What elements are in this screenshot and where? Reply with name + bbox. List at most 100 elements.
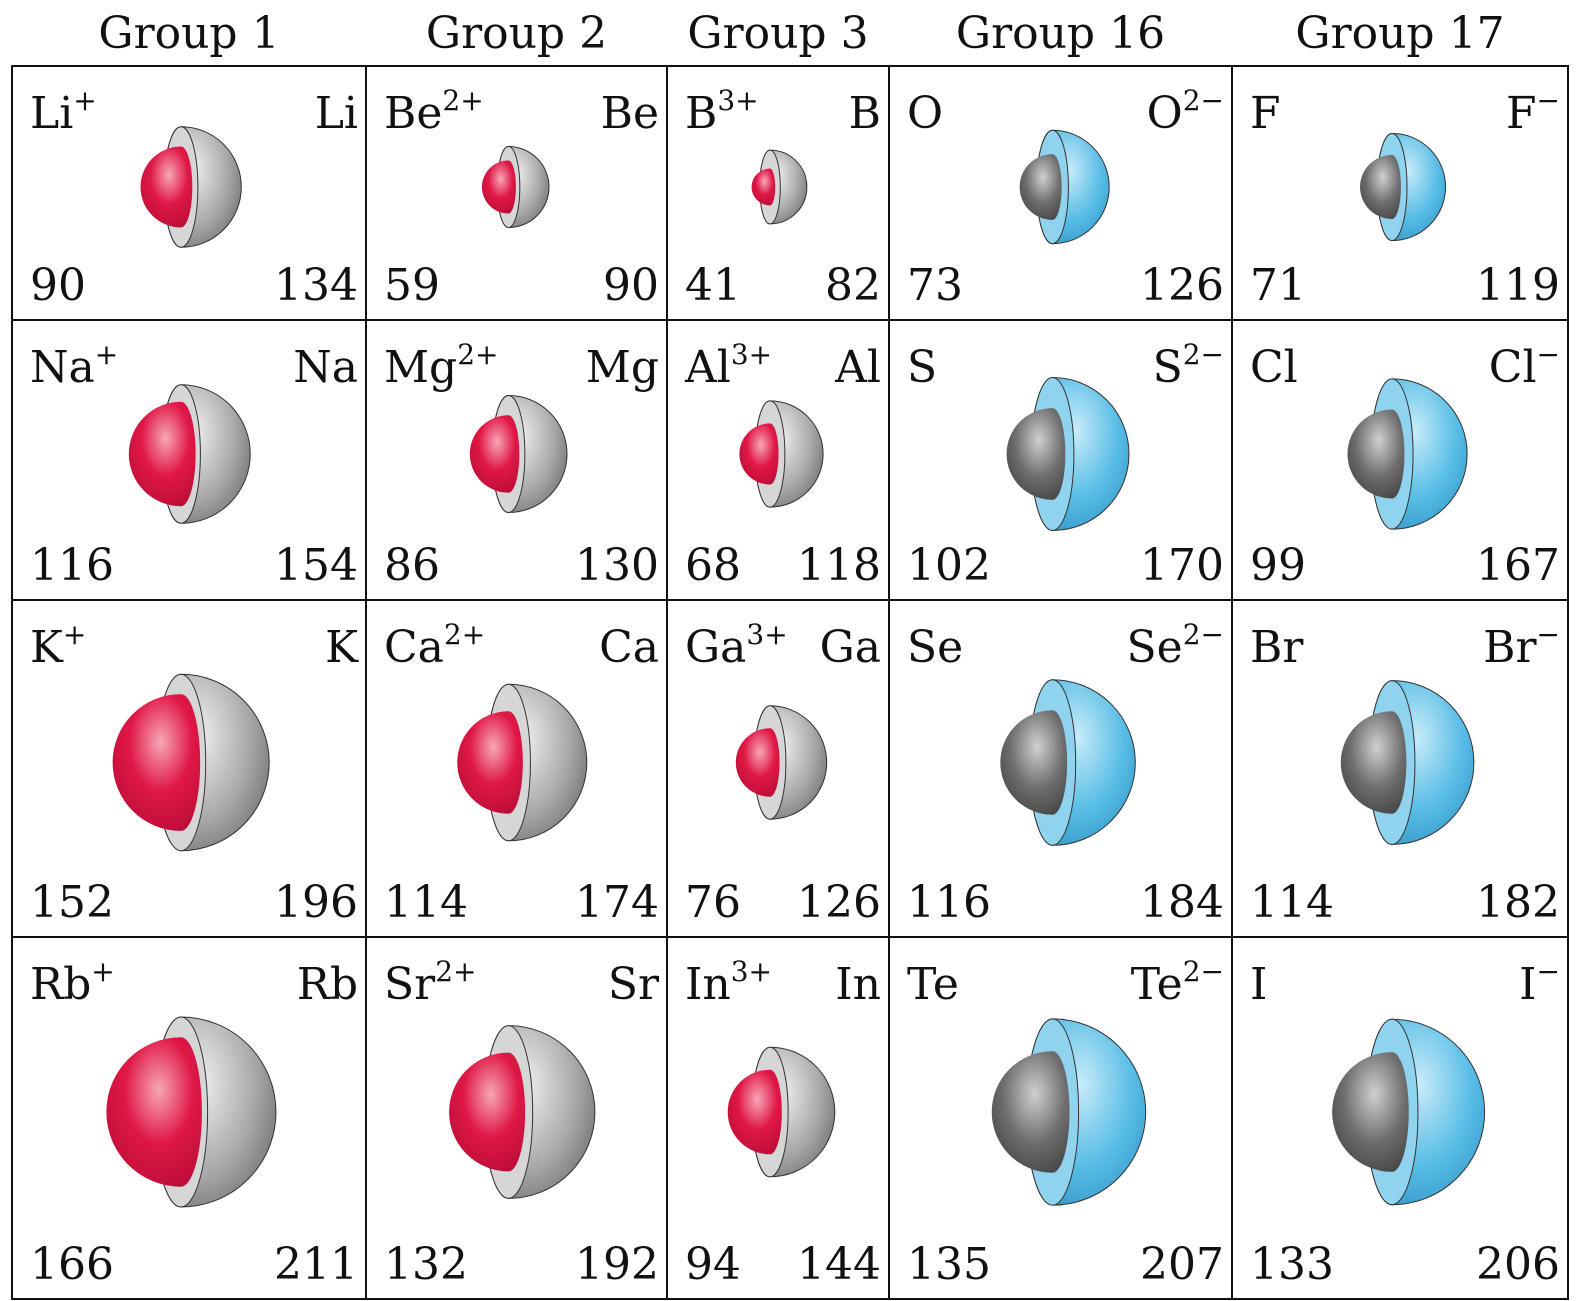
ion-sphere	[482, 160, 516, 213]
left-radius: 166	[30, 1239, 114, 1290]
left-radius: 135	[907, 1239, 991, 1290]
right-symbol: Br−	[1483, 618, 1560, 673]
symbol: I	[1250, 959, 1267, 1010]
symbol: Al	[684, 342, 731, 393]
symbol: S	[907, 342, 937, 393]
right-symbol: In	[835, 959, 881, 1010]
right-symbol: Mg	[586, 342, 659, 393]
group-header: Group 16	[956, 8, 1165, 59]
left-radius: 152	[30, 877, 114, 928]
left-radius: 116	[907, 877, 991, 928]
ion-sphere	[457, 711, 523, 814]
symbol: B	[849, 88, 881, 139]
charge: 2−	[1183, 338, 1224, 371]
symbol: Li	[315, 88, 358, 139]
charge: 3+	[731, 338, 772, 371]
ion-sphere	[113, 694, 201, 831]
right-symbol: S2−	[1153, 338, 1224, 393]
ion-sphere	[739, 423, 778, 484]
charge: −	[1537, 84, 1560, 117]
symbol: Br	[1250, 622, 1304, 673]
charge: −	[1537, 338, 1560, 371]
charge: 2+	[442, 84, 483, 117]
symbol: Sr	[384, 959, 436, 1010]
charge: +	[63, 618, 86, 651]
left-symbol: F	[1250, 88, 1281, 139]
charge: 2−	[1183, 84, 1224, 117]
symbol: Rb	[297, 959, 358, 1010]
symbol: Se	[1127, 622, 1183, 673]
symbol: In	[685, 959, 731, 1010]
left-symbol: B3+	[685, 84, 759, 139]
left-symbol: Br	[1250, 622, 1304, 673]
charge: 3+	[746, 618, 787, 651]
ion-sphere	[449, 1053, 525, 1172]
atom-sphere	[992, 1051, 1070, 1173]
group-header: Group 2	[426, 8, 607, 59]
atom-sphere	[1332, 1052, 1409, 1172]
charge: 3+	[717, 84, 758, 117]
left-radius: 90	[30, 260, 86, 311]
left-radius: 59	[384, 260, 440, 311]
charge: 2+	[444, 618, 485, 651]
symbol: Ca	[384, 622, 444, 673]
symbol: Te	[1131, 959, 1183, 1010]
symbol: Rb	[30, 959, 91, 1010]
right-symbol: Li	[315, 88, 358, 139]
right-radius: 196	[274, 877, 358, 928]
left-radius: 76	[685, 877, 741, 928]
left-symbol: Mg2+	[384, 338, 499, 393]
right-radius: 170	[1140, 540, 1224, 591]
left-symbol: Te	[907, 959, 959, 1010]
symbol: Li	[30, 88, 73, 139]
right-radius: 174	[575, 877, 659, 928]
right-symbol: Te2−	[1131, 955, 1224, 1010]
right-symbol: F−	[1506, 84, 1560, 139]
right-radius: 182	[1476, 877, 1560, 928]
right-symbol: Be	[601, 88, 659, 139]
right-symbol: K	[325, 622, 359, 673]
symbol: S	[1153, 342, 1183, 393]
left-symbol: S	[907, 342, 937, 393]
left-symbol: Na+	[30, 338, 118, 393]
symbol: In	[835, 959, 881, 1010]
right-radius: 144	[797, 1239, 881, 1290]
left-radius: 99	[1250, 540, 1306, 591]
symbol: O	[907, 88, 943, 139]
symbol: Al	[834, 342, 881, 393]
charge: 2+	[435, 955, 476, 988]
left-radius: 102	[907, 540, 991, 591]
symbol: Cl	[1489, 342, 1537, 393]
radii-diagram: Group 1Group 2Group 3Group 16Group 17Li+…	[0, 0, 1576, 1301]
charge: +	[73, 84, 96, 117]
right-symbol: Ga	[820, 622, 881, 673]
ion-sphere	[736, 728, 780, 796]
symbol: B	[685, 88, 717, 139]
right-radius: 126	[797, 877, 881, 928]
atom-sphere	[1020, 154, 1062, 220]
left-symbol: Li+	[30, 84, 97, 139]
symbol: Ca	[599, 622, 659, 673]
right-radius: 119	[1476, 260, 1560, 311]
ion-sphere	[752, 169, 776, 206]
right-symbol: Cl−	[1489, 338, 1560, 393]
charge: 2−	[1183, 955, 1224, 988]
right-radius: 184	[1140, 877, 1224, 928]
left-radius: 73	[907, 260, 963, 311]
right-symbol: Sr	[608, 959, 660, 1010]
left-radius: 114	[1250, 877, 1334, 928]
atom-sphere	[1007, 408, 1066, 500]
ion-sphere	[470, 415, 520, 492]
ion-sphere	[728, 1070, 782, 1155]
right-radius: 82	[825, 260, 881, 311]
charge: −	[1537, 955, 1560, 988]
left-radius: 41	[685, 260, 741, 311]
symbol: Br	[1483, 622, 1537, 673]
right-radius: 126	[1140, 260, 1224, 311]
left-symbol: In3+	[685, 955, 772, 1010]
left-radius: 132	[384, 1239, 468, 1290]
group-header: Group 3	[687, 8, 868, 59]
atom-sphere	[1341, 711, 1407, 814]
ion-sphere	[106, 1037, 202, 1186]
left-symbol: O	[907, 88, 943, 139]
